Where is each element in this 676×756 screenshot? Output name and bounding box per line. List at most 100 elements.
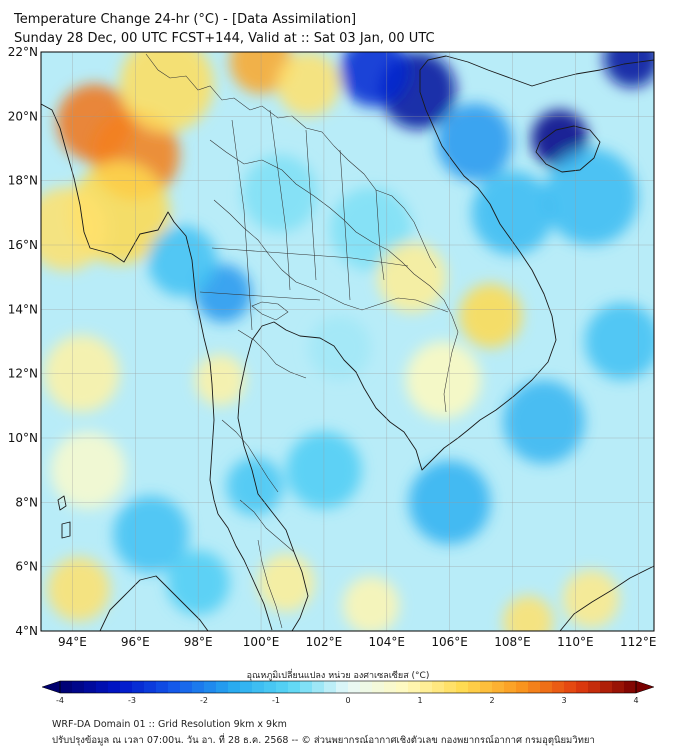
colorbar-segment [576,681,589,693]
field-anomaly [226,457,284,516]
lat-tick-label: 16°N [8,238,38,252]
field-anomaly [377,241,447,313]
colorbar-segment [216,681,229,693]
province-borders [145,53,459,629]
field-anomaly [147,225,218,297]
colorbar-frame [59,680,637,694]
gulf-of-thailand-coast [237,55,654,631]
colorbar-segment [516,681,529,693]
colorbar-segment [480,681,493,693]
colorbar-segment [408,681,421,693]
lat-tick-label: 14°N [8,302,38,316]
colorbar-segment [564,681,577,693]
colorbar-segment [504,681,517,693]
colorbar-tick-label: -2 [200,696,208,705]
lon-tick-label: 104°E [369,635,406,649]
colorbar-tick-label: 3 [561,696,566,705]
field-anomaly [308,315,372,381]
colorbar-segment [420,681,433,693]
colorbar-segment [528,681,541,693]
lat-tick-label: 22°N [8,45,38,59]
colorbar-segment [588,681,601,693]
colorbar-segment [96,681,109,693]
colorbar-segment [336,681,349,693]
colorbar-tick-label: 2 [489,696,494,705]
colorbar: -4 -3 -2 -1 0 1 2 3 4 [41,680,655,705]
map-subtitle: Sunday 28 Dec, 00 UTC FCST+144, Valid at… [14,31,435,46]
lon-tick-label: 98°E [184,635,213,649]
field-anomaly [41,187,108,271]
colorbar-segment [84,681,97,693]
colorbar-max-arrow [635,680,655,694]
map-frame [40,51,655,632]
colorbar-segment [456,681,469,693]
hainan-island [535,125,601,173]
model-info: WRF-DA Domain 01 :: Grid Resolution 9km … [52,719,287,730]
lon-tick-label: 102°E [306,635,343,649]
field-anomaly [50,431,126,509]
lat-tick-label: 10°N [8,431,38,445]
colorbar-segment [168,681,181,693]
field-anomaly [405,341,482,419]
colorbar-segment [240,681,253,693]
latitude-labels: 4°N 6°N 8°N 10°N 12°N 14°N 16°N 18°N 20°N 22°N [8,45,38,638]
colorbar-segment [60,681,73,693]
lon-tick-label: 110°E [557,635,594,649]
lat-tick-label: 18°N [8,174,38,188]
colorbar-tick-label: 0 [345,696,350,705]
lon-tick-label: 112°E [620,635,657,649]
field-anomaly [437,103,513,181]
andaman-island-2 [61,521,71,539]
colorbar-segment [600,681,613,693]
field-anomaly [119,52,214,133]
colorbar-segment [132,681,145,693]
coastlines-and-borders [41,55,654,631]
colorbar-segment [192,681,205,693]
colorbar-segment [624,681,637,693]
temperature-field [41,52,654,631]
field-anomaly [195,354,246,406]
field-anomaly [459,283,522,348]
lat-tick-label: 20°N [8,109,38,123]
colorbar-segment [108,681,121,693]
colorbar-segment [552,681,565,693]
colorbar-segment [264,681,277,693]
field-anomaly [113,495,189,574]
colorbar-tick-label: 4 [633,696,638,705]
field-anomaly [276,52,340,117]
colorbar-segment [288,681,301,693]
andaman-island-1 [57,495,67,511]
colorbar-segment [156,681,169,693]
borneo-coast [559,565,654,631]
field-anomaly [47,557,111,622]
lon-tick-label: 96°E [121,635,150,649]
field-anomaly [342,576,400,631]
colorbar-segment [540,681,553,693]
malay-west-coast [217,513,273,631]
lon-tick-label: 94°E [58,635,87,649]
colorbar-min-arrow [41,680,61,694]
field-anomaly [503,380,585,464]
lat-tick-label: 4°N [15,624,38,638]
colorbar-label: อุณหภูมิเปลี่ยนแปลง หน่วย องศาเซลเซียส (… [246,671,430,681]
colorbar-segment [324,681,337,693]
colorbar-segment [276,681,289,693]
colorbar-segment [396,681,409,693]
colorbar-segment [312,681,325,693]
colorbar-tick-label: -1 [272,696,280,705]
field-anomaly [603,52,654,88]
lat-tick-label: 8°N [15,495,38,509]
lat-tick-label: 6°N [15,560,38,574]
colorbar-segment [468,681,481,693]
field-anomaly [257,553,315,612]
colorbar-tick-label: 1 [417,696,422,705]
field-anomaly [339,52,409,107]
myanmar-coast [41,103,219,515]
colorbar-segment [348,681,361,693]
lat-tick-label: 12°N [8,367,38,381]
map-title: Temperature Change 24-hr (°C) - [Data As… [14,12,357,27]
colorbar-segment [432,681,445,693]
field-anomaly [543,148,639,245]
colorbar-segment [300,681,313,693]
